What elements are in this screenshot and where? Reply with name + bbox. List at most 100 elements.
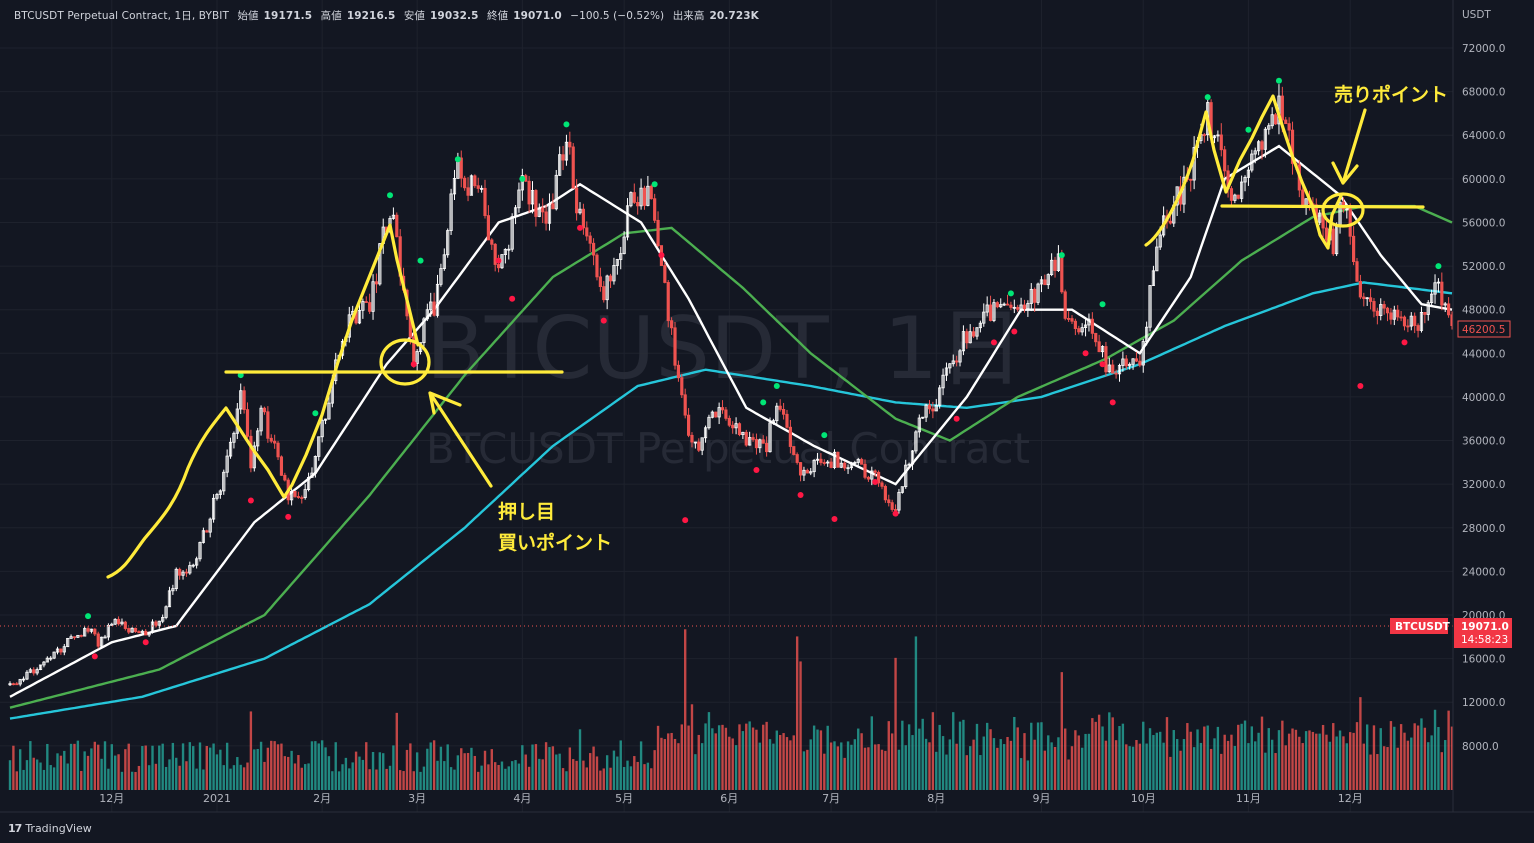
volume-bar	[100, 758, 103, 790]
volume-bar	[853, 739, 857, 790]
volume-bar	[63, 750, 66, 790]
candle-body	[1362, 296, 1366, 300]
volume-bar	[29, 741, 32, 790]
volume-bar	[215, 754, 219, 790]
candle-body	[1005, 303, 1010, 306]
swing-low-dot	[577, 224, 584, 231]
candle-body	[164, 606, 168, 618]
volume-bar	[697, 734, 700, 790]
candle-body	[581, 208, 585, 229]
volume-bar	[1318, 733, 1321, 790]
volume-bar	[83, 751, 86, 790]
candle-body	[1379, 304, 1383, 316]
candle-body	[273, 440, 277, 444]
volume-bar	[639, 741, 643, 790]
candle-body	[171, 588, 175, 592]
candle-body	[513, 207, 518, 218]
candle-body	[327, 402, 331, 420]
candle-body	[218, 490, 222, 495]
candle-body	[636, 202, 640, 207]
volume-bar	[283, 756, 287, 790]
swing-high-dot	[1435, 263, 1442, 270]
candle-body	[127, 628, 131, 633]
volume-bar	[911, 735, 914, 790]
candle-body	[554, 174, 558, 210]
volume-bar	[12, 745, 15, 790]
volume-bar	[1437, 727, 1440, 790]
volume-bar	[103, 741, 107, 790]
candle-body	[1070, 318, 1074, 322]
candle-body	[374, 281, 379, 285]
volume-bar	[673, 738, 677, 790]
volume-bar	[734, 745, 738, 790]
time-tick-label: 8月	[927, 792, 945, 805]
candle-body	[676, 364, 680, 379]
candle-body	[52, 651, 56, 659]
candle-body	[11, 683, 15, 686]
candle-body	[490, 239, 494, 245]
volume-bar	[151, 745, 154, 790]
candle-body	[765, 442, 769, 453]
candle-body	[1358, 280, 1362, 298]
volume-bar	[982, 736, 985, 790]
price-axis[interactable]: USDT8000.012000.016000.020000.024000.028…	[1390, 0, 1534, 812]
volume-bar	[561, 768, 565, 790]
candle-body	[473, 175, 477, 187]
volume-bar	[1111, 717, 1114, 790]
volume-bar	[164, 766, 168, 790]
volume-bar	[504, 768, 507, 790]
candle-body	[527, 180, 531, 205]
price-tick-label: 64000.0	[1462, 130, 1505, 142]
volume-bar	[1186, 723, 1189, 790]
candle-body	[927, 404, 932, 410]
volume-bar	[1301, 743, 1304, 790]
volume-bar	[738, 724, 741, 790]
volume-bar	[544, 742, 548, 790]
candle-body	[1090, 318, 1094, 334]
volume-bar	[1291, 728, 1294, 790]
candle-body	[198, 542, 202, 560]
volume-bar	[412, 771, 415, 790]
candle-body	[130, 627, 134, 633]
volume-bar	[480, 765, 483, 790]
candle-body	[914, 431, 918, 452]
volume-bar	[202, 769, 205, 790]
candle-body	[798, 462, 803, 476]
volume-bar	[812, 725, 816, 790]
time-axis[interactable]: 12月 2021 2月 3月 4月 5月 6月 7月 8月 9月 10月 11月 12月	[0, 792, 1534, 813]
swing-low-dot	[142, 639, 149, 646]
volume-bar	[1084, 733, 1087, 790]
candle-body	[483, 187, 487, 216]
volume-bar	[66, 763, 69, 790]
volume-bar	[758, 742, 762, 790]
volume-bar	[656, 725, 660, 790]
volume-bar	[1213, 738, 1216, 790]
volume-bar	[290, 750, 293, 790]
swing-low-dot	[990, 339, 997, 346]
volume-bar	[232, 765, 236, 790]
swing-high-dot	[773, 383, 780, 390]
candle-body	[619, 253, 623, 260]
candle-body	[55, 648, 60, 653]
volume-bar	[1064, 728, 1067, 790]
volume-bar	[1376, 754, 1379, 790]
volume-bar	[1223, 734, 1226, 790]
volume-bar	[687, 725, 690, 790]
swing-high-dot	[563, 121, 570, 128]
candle-body	[62, 646, 66, 653]
volume-bar	[524, 754, 527, 790]
volume-bar	[15, 771, 18, 790]
candle-body	[18, 678, 22, 685]
tradingview-brand[interactable]: 17 TradingView	[8, 822, 92, 835]
volume-bar	[178, 765, 181, 790]
volume-bar	[154, 763, 158, 790]
candle-body	[1270, 114, 1274, 127]
volume-bar	[850, 744, 853, 790]
candle-body	[707, 416, 711, 429]
legend-symbol[interactable]: BTCUSDT Perpetual Contract, 1日, BYBIT	[14, 10, 229, 22]
volume-bar	[371, 751, 375, 790]
volume-bar	[1237, 724, 1240, 790]
volume-bar	[867, 747, 870, 790]
